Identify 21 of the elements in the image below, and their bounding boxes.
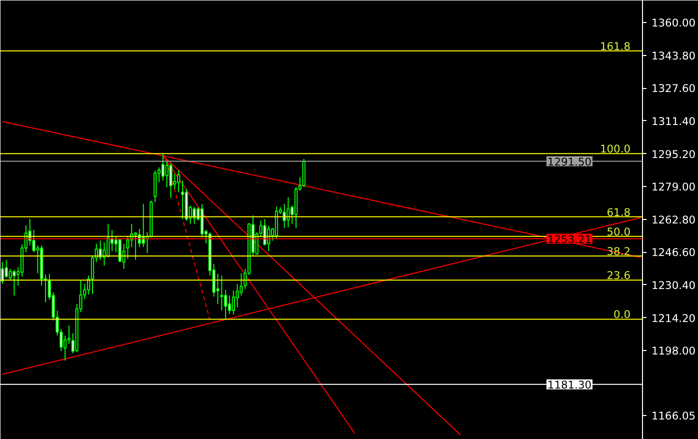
y-tick-label: 1198.00 (652, 344, 696, 358)
ref-line-label: 1291.50 (547, 155, 592, 168)
y-tick-label: 1295.20 (652, 148, 696, 161)
annotation: 50.0 (606, 225, 631, 238)
annotation: 161.8 (600, 40, 631, 53)
y-tick-label: 1360.00 (652, 16, 696, 30)
y-tick-label: 1166.05 (652, 409, 696, 422)
annotation: 23.6 (606, 269, 631, 282)
y-tick-label: 1262.80 (652, 213, 696, 226)
annotation: 100.0 (600, 142, 631, 156)
y-tick-label: 1343.80 (652, 49, 696, 62)
y-tick-label: 1279.00 (652, 180, 696, 194)
y-tick-label: 1327.60 (652, 82, 696, 96)
y-tick-label: 1311.40 (652, 114, 696, 128)
y-tick-label: 1214.20 (652, 312, 696, 325)
y-tick-label: 1230.40 (652, 279, 696, 292)
ref-line-label: 1181.30 (547, 378, 592, 392)
y-tick-label: 1246.60 (652, 246, 696, 260)
annotation: 0.0 (614, 308, 631, 322)
ref-line-label: 1253.21 (547, 232, 592, 246)
annotation: 61.8 (606, 206, 631, 219)
